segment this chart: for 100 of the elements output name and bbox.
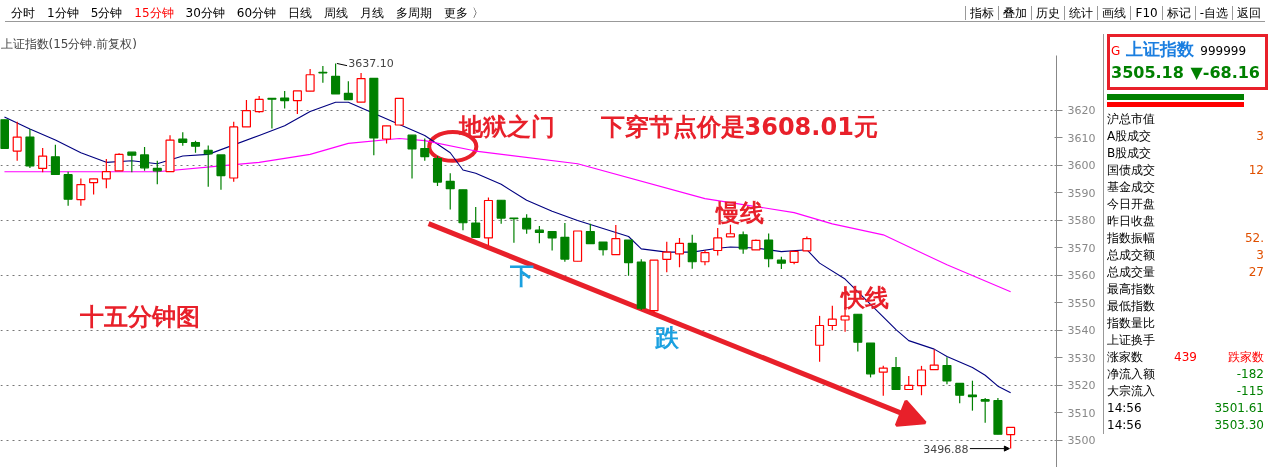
y-tick-label: 3510 xyxy=(1067,406,1096,420)
text: 439 xyxy=(1174,349,1197,366)
candlestick xyxy=(585,223,595,245)
candlestick xyxy=(891,356,901,391)
text: 叠加 xyxy=(998,6,1032,20)
text: 日线 xyxy=(287,6,314,20)
annotation: 3496.88 xyxy=(923,442,969,456)
candlestick xyxy=(916,365,927,396)
text: 上证换手 xyxy=(1107,332,1155,349)
text: 历史 xyxy=(1031,6,1065,20)
text: 14:56 xyxy=(1107,400,1142,417)
text: 15分钟 xyxy=(133,6,175,20)
text: A股成交 xyxy=(1107,128,1152,145)
annotation: 慢线 xyxy=(714,199,765,228)
text: 52. xyxy=(1244,230,1264,247)
y-tick-label: 3610 xyxy=(1067,131,1096,145)
text: 3505.18 xyxy=(1111,63,1184,82)
text: 3501.61 xyxy=(1214,400,1264,417)
candlestick xyxy=(980,397,990,424)
candlestick xyxy=(611,224,621,256)
text: F10 xyxy=(1130,6,1162,20)
candlestick xyxy=(509,217,519,244)
candlestick xyxy=(674,237,685,268)
candlestick xyxy=(942,356,952,385)
text: 999999 xyxy=(1200,44,1247,58)
candlestick xyxy=(241,99,251,128)
candlestick xyxy=(343,80,353,101)
y-tick-label: 3600 xyxy=(1067,159,1096,173)
text: 指数振幅 xyxy=(1107,230,1155,247)
text: 3 xyxy=(1256,247,1264,264)
annotation: 跌 xyxy=(654,323,681,352)
text: B股成交 xyxy=(1107,145,1152,162)
candlestick xyxy=(407,134,417,180)
text: 沪总市值 xyxy=(1107,111,1155,128)
candlestick xyxy=(827,305,837,331)
candlestick xyxy=(662,241,672,273)
y-tick-label: 3520 xyxy=(1067,379,1096,393)
text: 分时 xyxy=(10,6,36,20)
chart-title: 上证指数(15分钟.前复权) xyxy=(0,36,137,51)
candlestick xyxy=(547,230,557,252)
candlestick xyxy=(127,151,137,173)
text: 国债成交 xyxy=(1107,162,1155,179)
text: 总成交额 xyxy=(1107,247,1155,264)
text: 多周期 xyxy=(395,6,434,20)
candlestick xyxy=(738,230,748,255)
y-tick-label: 3570 xyxy=(1067,241,1096,255)
text: 3 xyxy=(1256,128,1264,145)
candlestick xyxy=(878,365,888,397)
text: 12 xyxy=(1248,162,1264,179)
candlestick xyxy=(356,72,366,103)
candlestick xyxy=(101,158,111,189)
candlestick xyxy=(967,380,977,412)
y-tick-label: 3530 xyxy=(1067,351,1096,365)
text: 昨日收盘 xyxy=(1107,213,1155,230)
text: 画线 xyxy=(1097,6,1131,20)
text: 上证指数 xyxy=(1126,38,1195,61)
y-tick-label: 3500 xyxy=(1067,434,1096,448)
candlestick xyxy=(152,160,162,185)
annotation: 3637.10 xyxy=(348,57,394,71)
candlestick xyxy=(445,172,455,211)
y-tick-label: 3620 xyxy=(1067,104,1096,118)
text: 涨家数 xyxy=(1107,349,1143,366)
text: 月线 xyxy=(359,6,386,20)
text: 30分钟 xyxy=(184,6,226,20)
candlestick xyxy=(216,154,226,191)
candlestick xyxy=(420,137,430,162)
text: 指标 xyxy=(965,6,999,20)
candlestick xyxy=(305,68,315,92)
text: 60分钟 xyxy=(235,6,278,20)
text: 1分钟 xyxy=(46,6,80,20)
text: 5分钟 xyxy=(89,6,124,20)
text: 总成交量 xyxy=(1107,264,1155,281)
candlestick xyxy=(432,155,443,187)
text: 返回 xyxy=(1232,6,1265,20)
candlestick xyxy=(764,232,774,268)
text: 27 xyxy=(1248,264,1264,281)
candlestick xyxy=(687,234,697,270)
text: 指数量比 xyxy=(1107,315,1155,332)
candlestick xyxy=(267,97,277,130)
candlestick xyxy=(140,146,150,172)
annotation: 下 xyxy=(509,262,535,291)
text: 最低指数 xyxy=(1107,298,1155,315)
y-tick-label: 3560 xyxy=(1067,269,1096,283)
text: 更多 〉 xyxy=(443,6,485,20)
text: 统计 xyxy=(1064,6,1098,20)
candlestick xyxy=(522,213,532,235)
annotation: 下穿节点价是3608.01元 xyxy=(599,113,878,142)
candlestick xyxy=(624,239,634,277)
text: -自选 xyxy=(1194,6,1232,20)
y-tick-label: 3590 xyxy=(1067,186,1096,200)
text: 净流入额 xyxy=(1107,366,1155,383)
annotation: 十五分钟图 xyxy=(79,302,201,331)
candlestick xyxy=(12,121,22,162)
candlestick xyxy=(292,90,302,115)
y-tick-label: 3540 xyxy=(1067,324,1096,338)
text: 最高指数 xyxy=(1107,281,1155,298)
text: 基金成交 xyxy=(1107,179,1155,196)
candlestick xyxy=(496,199,506,225)
text: ▼-68.16 xyxy=(1190,63,1260,82)
candlestick xyxy=(76,177,86,207)
